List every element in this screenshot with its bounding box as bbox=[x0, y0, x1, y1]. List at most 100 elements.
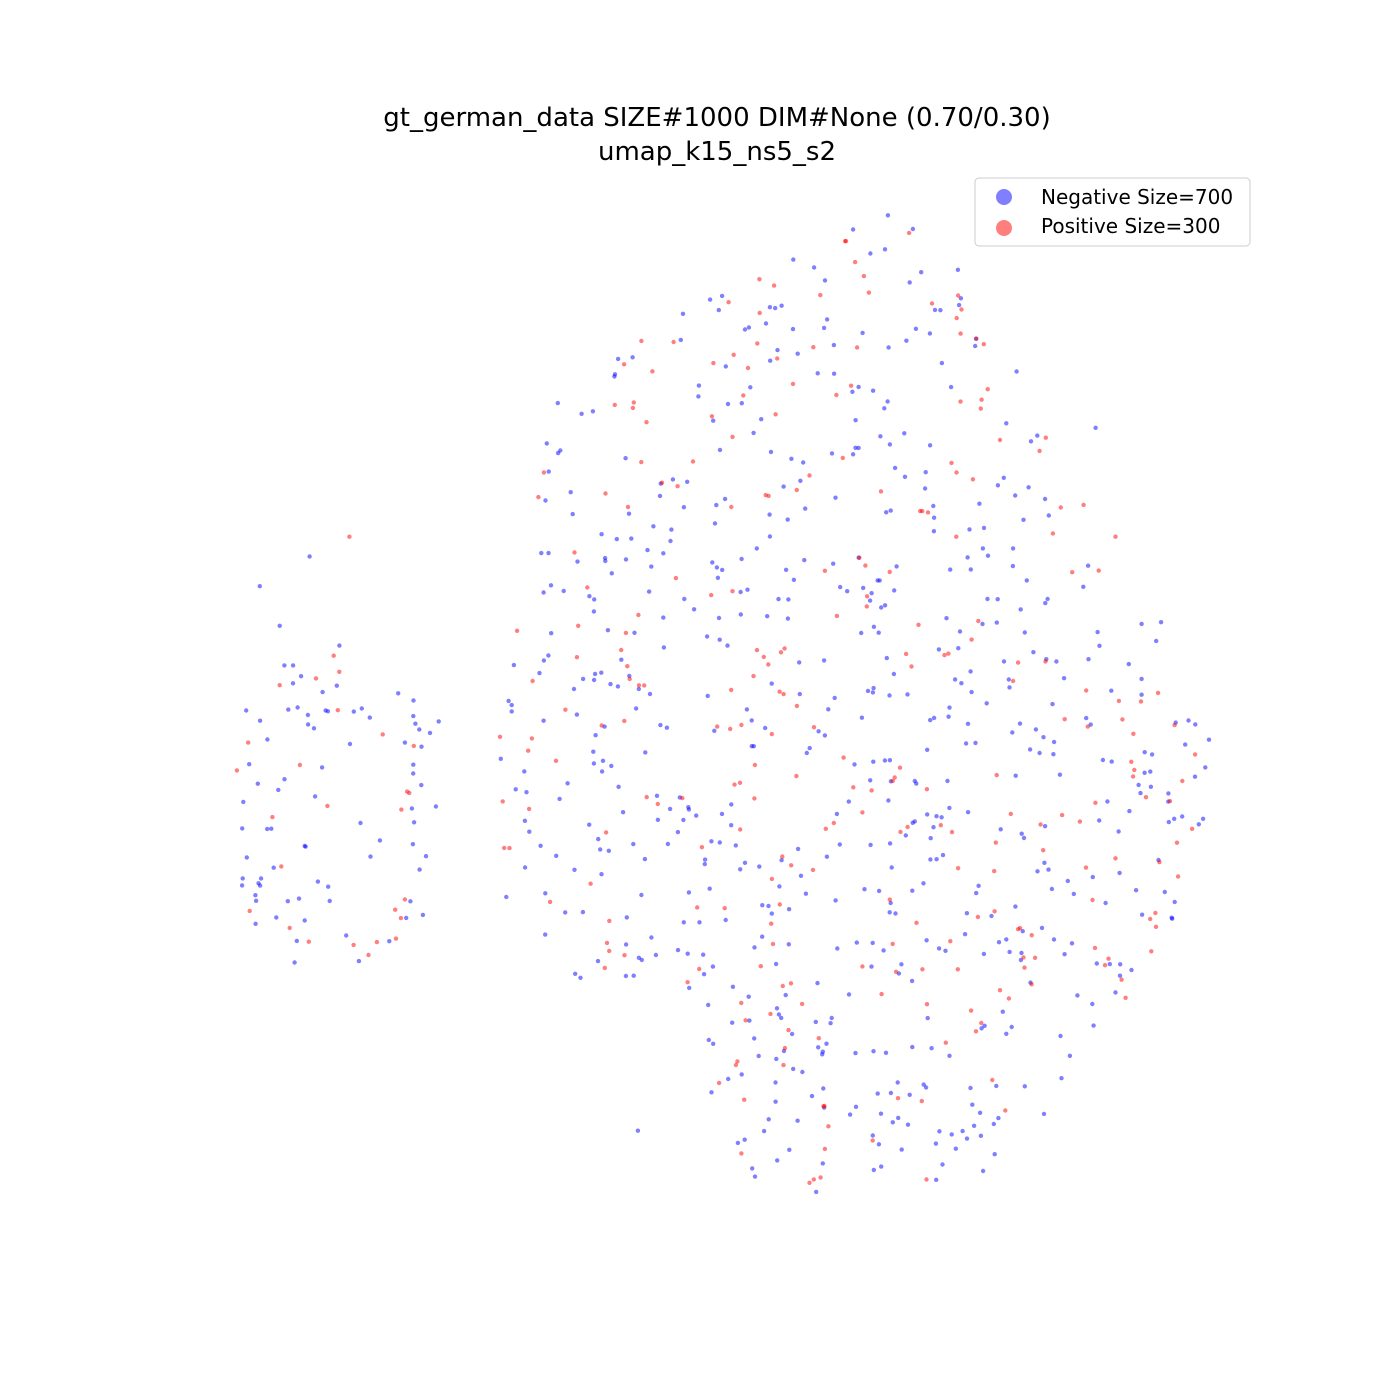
negative-point bbox=[1051, 739, 1057, 745]
negative-point bbox=[327, 898, 332, 904]
positive-point bbox=[955, 967, 960, 972]
negative-point bbox=[992, 1152, 997, 1157]
negative-point bbox=[615, 356, 621, 362]
negative-point bbox=[875, 1091, 880, 1096]
negative-point bbox=[603, 558, 608, 564]
negative-point bbox=[803, 891, 809, 896]
negative-point bbox=[555, 400, 560, 406]
negative-point bbox=[1004, 1031, 1009, 1037]
negative-point bbox=[888, 1090, 894, 1096]
positive-point bbox=[993, 840, 998, 845]
negative-point bbox=[1021, 835, 1027, 841]
legend-label-negative: Negative Size=700 bbox=[1041, 185, 1233, 209]
positive-point bbox=[621, 362, 627, 367]
positive-point bbox=[411, 743, 416, 749]
negative-point bbox=[791, 577, 797, 582]
positive-point bbox=[892, 775, 897, 780]
positive-point bbox=[673, 575, 679, 581]
negative-point bbox=[891, 671, 897, 677]
negative-point bbox=[681, 817, 686, 823]
positive-point bbox=[407, 790, 412, 796]
negative-point bbox=[887, 442, 893, 447]
negative-point bbox=[902, 431, 907, 436]
negative-point bbox=[749, 718, 754, 723]
negative-point bbox=[702, 861, 707, 867]
negative-point bbox=[968, 669, 973, 674]
negative-point bbox=[587, 594, 592, 599]
negative-point bbox=[244, 708, 249, 713]
negative-point bbox=[1154, 638, 1159, 644]
negative-point bbox=[294, 938, 299, 944]
positive-point bbox=[990, 1077, 995, 1083]
positive-point bbox=[1149, 949, 1154, 954]
negative-point bbox=[302, 918, 307, 923]
negative-point bbox=[790, 326, 796, 332]
negative-point bbox=[752, 1036, 757, 1041]
positive-point bbox=[978, 406, 983, 411]
negative-point bbox=[546, 550, 551, 556]
positive-point bbox=[644, 794, 649, 800]
negative-point bbox=[1031, 650, 1036, 655]
positive-point bbox=[742, 1097, 747, 1102]
negative-point bbox=[853, 1050, 858, 1056]
positive-point bbox=[695, 905, 700, 910]
positive-point bbox=[1130, 774, 1136, 779]
negative-point bbox=[413, 721, 418, 726]
negative-point bbox=[670, 477, 676, 482]
negative-point bbox=[334, 683, 339, 688]
negative-point bbox=[548, 583, 554, 588]
positive-point bbox=[841, 755, 846, 760]
positive-point bbox=[794, 487, 799, 493]
negative-point bbox=[241, 799, 246, 805]
negative-point bbox=[945, 778, 950, 784]
positive-point bbox=[739, 722, 744, 728]
positive-point bbox=[1006, 996, 1012, 1001]
positive-point bbox=[949, 460, 954, 466]
positive-point bbox=[822, 1146, 828, 1152]
chart-subtitle: umap_k15_ns5_s2 bbox=[598, 137, 836, 167]
positive-point bbox=[588, 881, 593, 886]
negative-point bbox=[932, 307, 938, 313]
negative-point bbox=[970, 1102, 975, 1107]
positive-point bbox=[1143, 795, 1149, 800]
positive-point bbox=[366, 952, 371, 958]
negative-point bbox=[1054, 659, 1059, 664]
negative-point bbox=[914, 781, 919, 786]
positive-point bbox=[794, 773, 799, 779]
positive-point bbox=[924, 1177, 929, 1182]
positive-point bbox=[834, 613, 840, 619]
negative-point bbox=[1042, 824, 1048, 829]
negative-point bbox=[934, 814, 939, 819]
positive-point bbox=[627, 676, 632, 682]
negative-point bbox=[296, 896, 302, 901]
positive-point bbox=[325, 803, 330, 809]
negative-point bbox=[928, 836, 933, 841]
negative-point bbox=[766, 1117, 771, 1122]
positive-point bbox=[402, 897, 408, 902]
negative-point bbox=[774, 1056, 779, 1062]
positive-point bbox=[715, 724, 720, 729]
negative-point bbox=[967, 527, 972, 532]
negative-point bbox=[1042, 496, 1048, 502]
positive-point bbox=[1102, 963, 1108, 968]
negative-point bbox=[537, 670, 542, 676]
negative-point bbox=[767, 512, 772, 517]
positive-point bbox=[541, 470, 547, 475]
negative-point bbox=[907, 1092, 912, 1098]
negative-point bbox=[253, 898, 259, 903]
negative-point bbox=[746, 325, 752, 330]
positive-point bbox=[861, 273, 867, 279]
negative-point bbox=[776, 596, 781, 602]
negative-point bbox=[733, 843, 738, 848]
negative-point bbox=[801, 460, 806, 465]
negative-point bbox=[745, 587, 750, 592]
negative-point bbox=[936, 946, 942, 951]
positive-point bbox=[761, 654, 766, 660]
negative-point bbox=[417, 867, 422, 872]
negative-point bbox=[367, 715, 372, 720]
positive-point bbox=[1131, 731, 1136, 736]
positive-point bbox=[790, 381, 796, 387]
negative-point bbox=[1100, 757, 1106, 763]
negative-point bbox=[608, 681, 613, 687]
negative-point bbox=[653, 952, 659, 958]
